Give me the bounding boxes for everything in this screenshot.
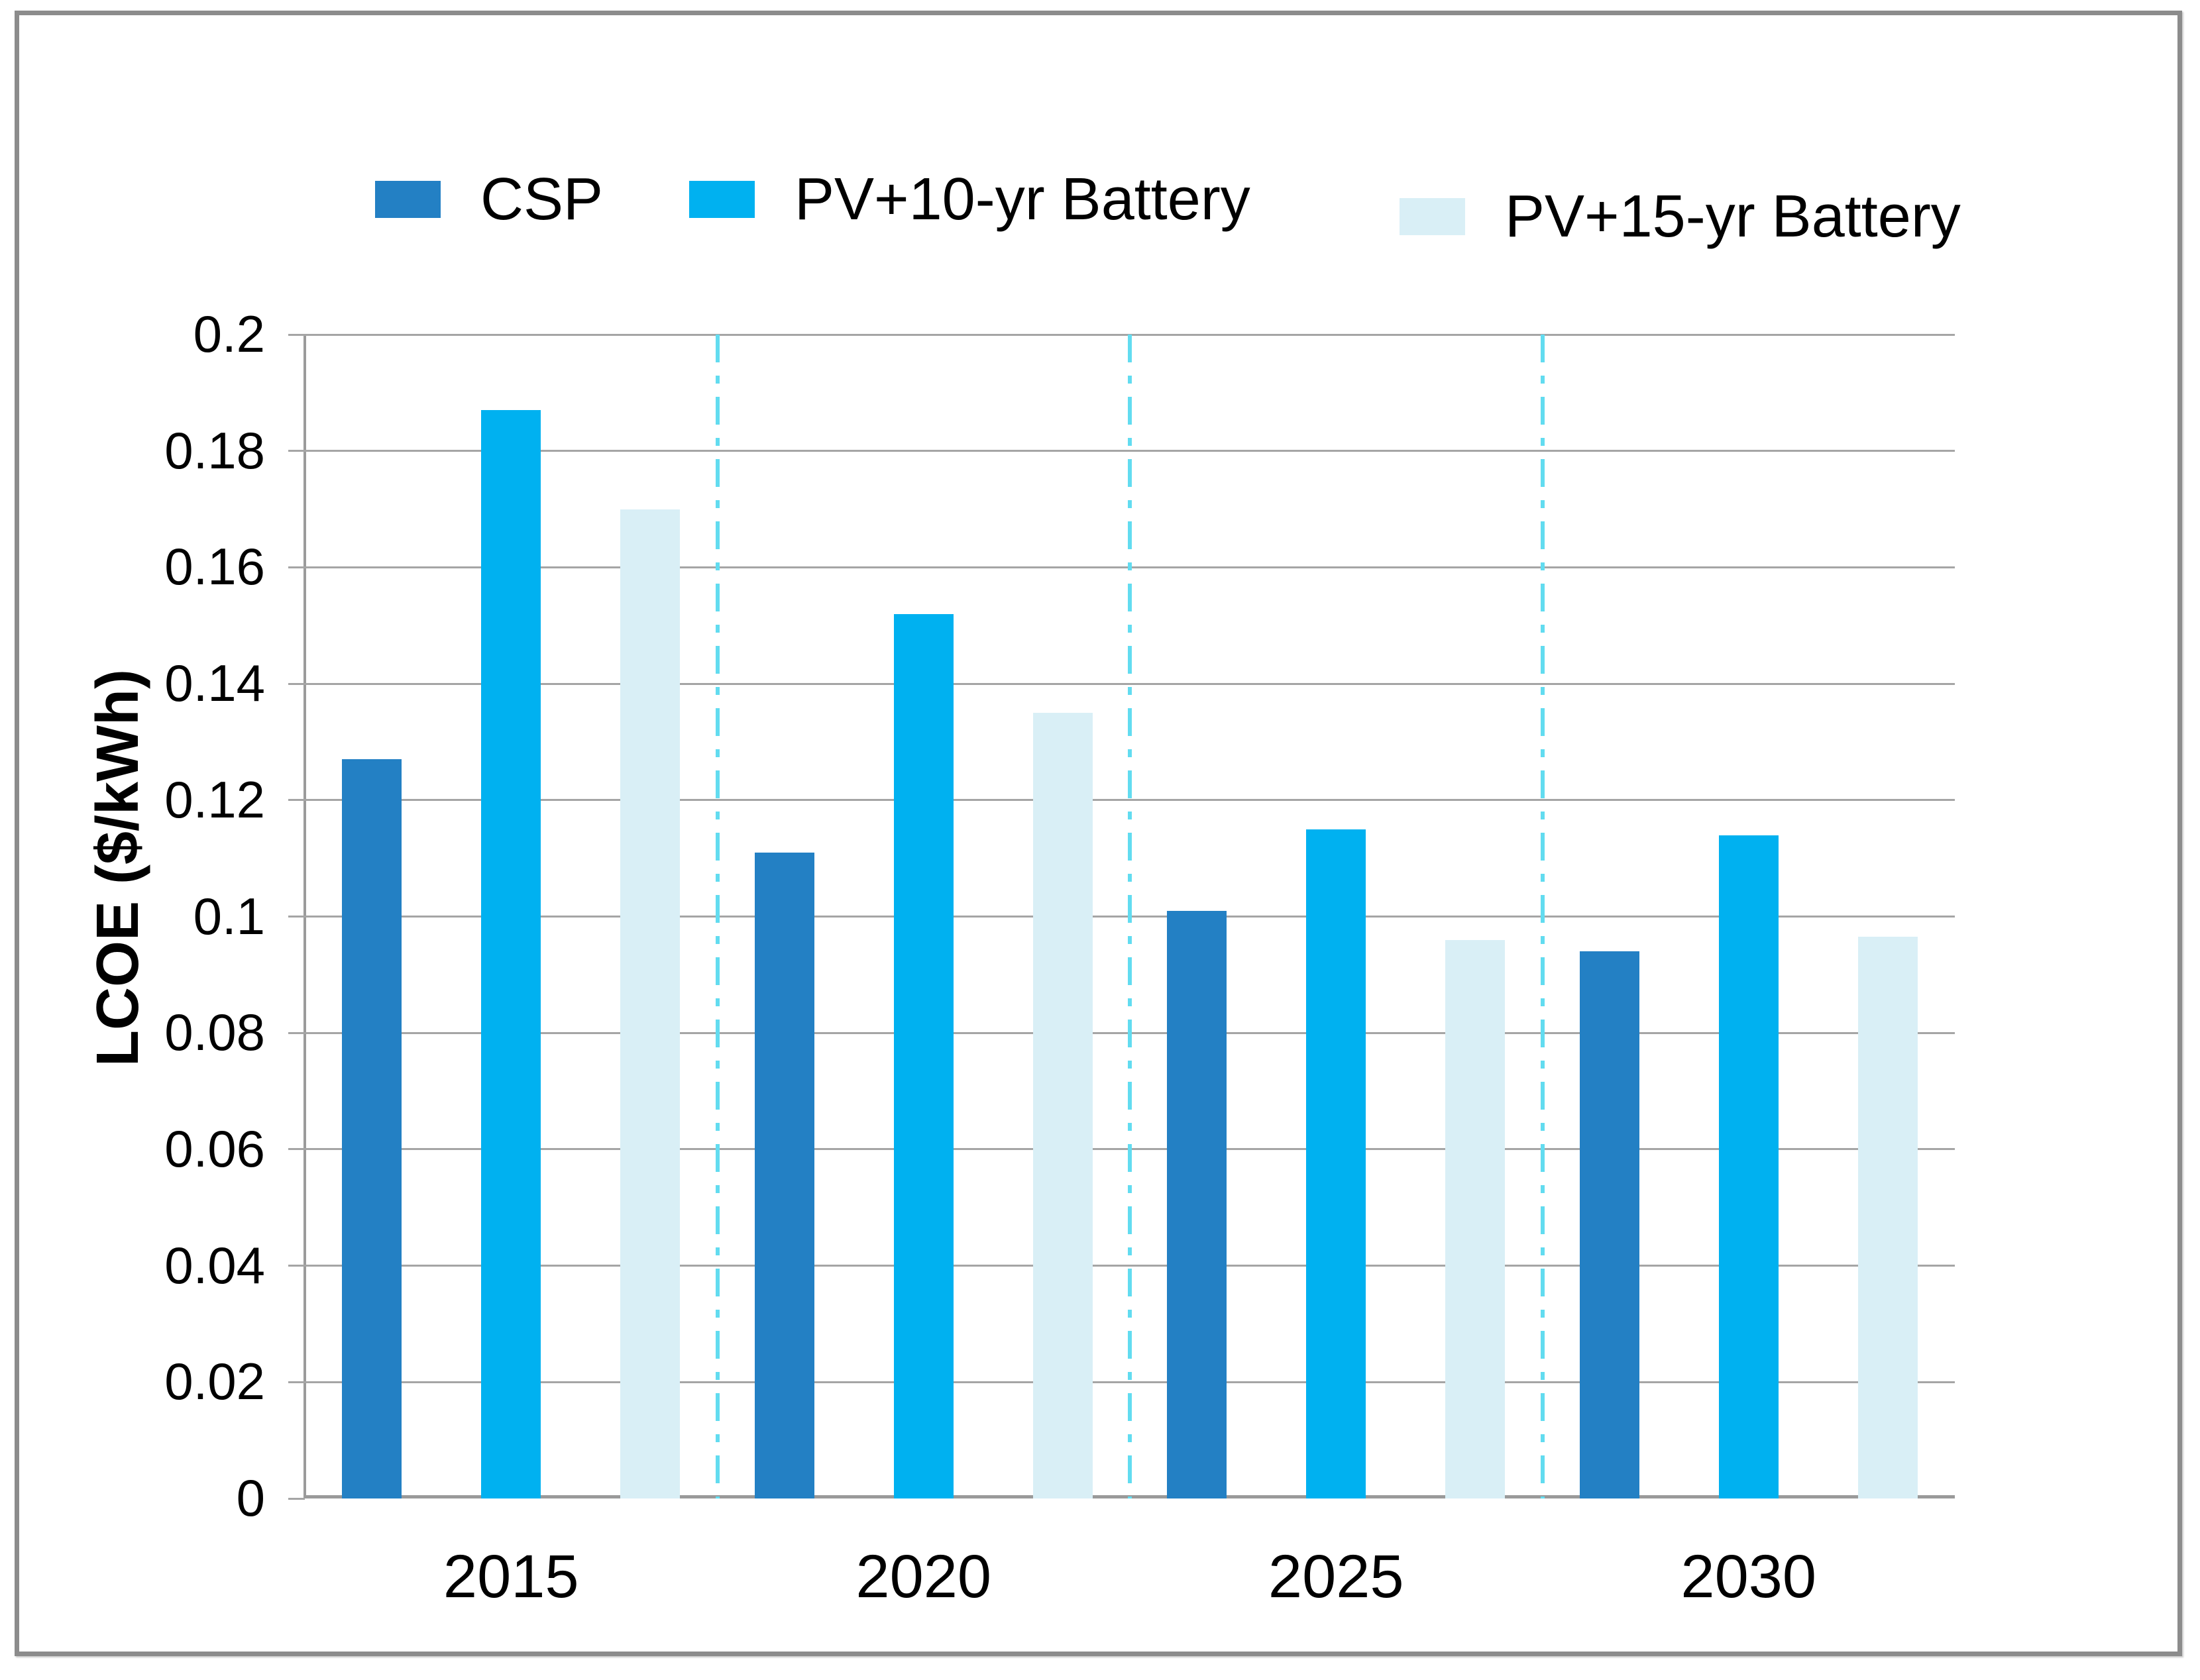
bar-2020-series-1 xyxy=(893,613,954,1498)
category-separator xyxy=(1128,335,1132,1498)
y-tick-mark xyxy=(288,916,305,918)
y-tick-label: 0.14 xyxy=(164,654,265,713)
y-tick-mark xyxy=(288,1031,305,1034)
bar-2020-series-0 xyxy=(754,852,814,1498)
legend-swatch-pv10 xyxy=(689,181,755,218)
y-tick-label: 0.02 xyxy=(164,1352,265,1411)
y-tick-mark xyxy=(288,333,305,336)
bar-2020-series-2 xyxy=(1032,713,1093,1498)
y-tick-label: 0.04 xyxy=(164,1235,265,1294)
y-tick-label: 0.2 xyxy=(193,305,265,363)
bar-2030-series-1 xyxy=(1718,835,1779,1498)
legend-swatch-pv15 xyxy=(1400,198,1465,235)
legend-item-csp: CSP xyxy=(375,163,603,236)
y-tick-mark xyxy=(288,1148,305,1151)
y-tick-mark xyxy=(288,682,305,685)
legend-item-pv10: PV+10-yr Battery xyxy=(689,163,1250,236)
y-tick-label: 0.18 xyxy=(164,421,265,480)
bar-2015-series-0 xyxy=(342,759,402,1498)
y-tick-label: 0.08 xyxy=(164,1003,265,1062)
y-tick-label: 0.12 xyxy=(164,770,265,829)
bar-2030-series-2 xyxy=(1857,937,1918,1498)
legend-swatch-csp xyxy=(375,181,441,218)
legend-item-pv15: PV+15-yr Battery xyxy=(1400,180,1961,253)
bar-2025-series-2 xyxy=(1445,939,1506,1498)
x-axis-label: 2020 xyxy=(855,1543,992,1610)
category-separator xyxy=(715,335,720,1498)
x-axis-label: 2030 xyxy=(1680,1543,1817,1610)
y-tick-label: 0 xyxy=(236,1469,265,1527)
bar-2025-series-1 xyxy=(1306,829,1366,1498)
x-axis-label: 2015 xyxy=(443,1543,579,1610)
y-tick-mark xyxy=(288,1265,305,1267)
plot-area xyxy=(288,333,1955,1500)
legend-label-csp: CSP xyxy=(480,166,604,233)
bar-2015-series-2 xyxy=(620,509,681,1498)
y-tick-label: 0.1 xyxy=(193,886,265,945)
category-separator xyxy=(1540,335,1545,1498)
x-axis-label: 2025 xyxy=(1268,1543,1404,1610)
y-tick-mark xyxy=(288,1381,305,1383)
bar-2025-series-0 xyxy=(1167,910,1227,1498)
bar-2015-series-1 xyxy=(481,410,541,1498)
legend-label-pv10: PV+10-yr Battery xyxy=(795,166,1250,233)
y-tick-label: 0.16 xyxy=(164,537,265,596)
bar-2030-series-0 xyxy=(1579,951,1639,1498)
y-tick-mark xyxy=(288,1497,305,1500)
y-tick-label: 0.06 xyxy=(164,1119,265,1178)
y-tick-mark xyxy=(288,450,305,452)
y-tick-mark xyxy=(288,566,305,568)
legend-label-pv15: PV+15-yr Battery xyxy=(1505,184,1961,250)
y-tick-mark xyxy=(288,799,305,802)
